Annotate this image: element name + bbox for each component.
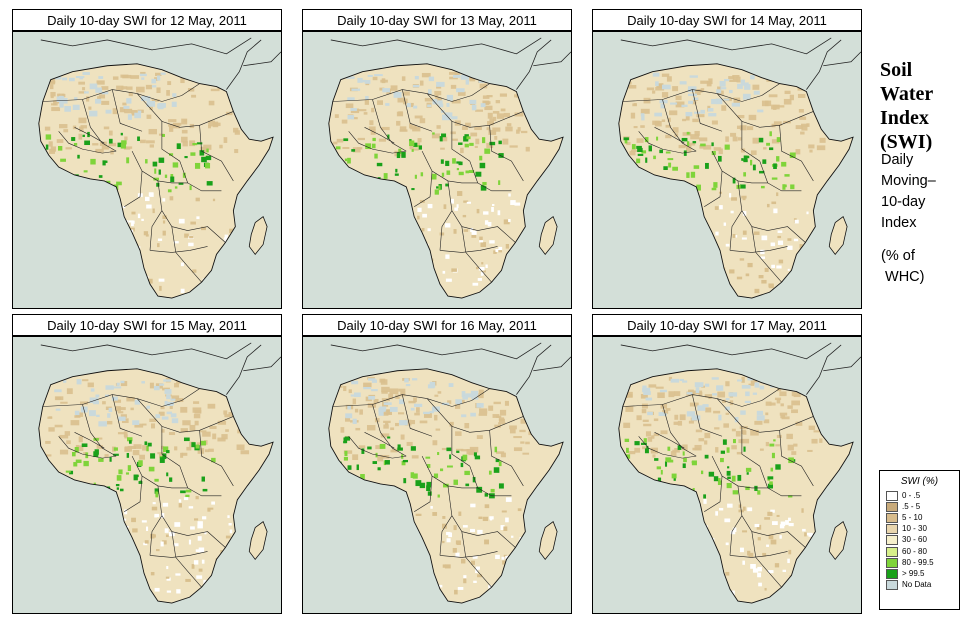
coastline-europe — [620, 37, 861, 90]
coastline-europe — [40, 37, 281, 90]
map-panel-4 — [12, 336, 282, 614]
panel-title-2: Daily 10-day SWI for 13 May, 2011 — [302, 9, 572, 31]
legend-entry: No Data — [886, 580, 959, 591]
map-panel-5 — [302, 336, 572, 614]
africa-map — [13, 32, 281, 308]
map-panel-6 — [592, 336, 862, 614]
africa-coastline — [328, 368, 564, 604]
map-panel-2 — [302, 31, 572, 309]
side-subtitle: Daily Moving– 10-day Index (% of WHC) — [881, 150, 961, 288]
country-borders — [332, 83, 524, 283]
coastline-europe — [330, 37, 571, 90]
madagascar — [538, 521, 558, 561]
legend-entry: 60 - 80 — [886, 546, 959, 557]
country-borders — [622, 83, 814, 283]
panel-title-3: Daily 10-day SWI for 14 May, 2011 — [592, 9, 862, 31]
madagascar — [538, 216, 558, 256]
swi-overlay — [333, 71, 535, 294]
legend-entry: 30 - 60 — [886, 535, 959, 546]
side-title: Soil Water Index (SWI) — [880, 58, 960, 154]
legend-label: .5 - 5 — [902, 501, 921, 511]
map-panel-1 — [12, 31, 282, 309]
africa-coastline — [618, 368, 854, 604]
legend-label: 80 - 99.5 — [902, 557, 934, 567]
side-subtitle-line1: Daily — [881, 152, 914, 168]
legend-swatch — [886, 568, 898, 579]
legend-swatch — [886, 557, 898, 568]
legend-swatch — [886, 524, 898, 535]
legend-label: 5 - 10 — [902, 512, 923, 522]
africa-map — [593, 32, 861, 308]
madagascar — [828, 216, 848, 256]
legend-title: SWI (%) — [900, 476, 939, 487]
legend-label: > 99.5 — [902, 568, 925, 578]
madagascar — [248, 521, 268, 561]
legend-label: No Data — [902, 580, 932, 590]
side-title-line1: Soil — [880, 59, 913, 81]
legend-entry: 80 - 99.5 — [886, 557, 959, 568]
legend-entry: 5 - 10 — [886, 512, 959, 523]
country-borders — [332, 388, 524, 588]
africa-map — [593, 337, 861, 613]
coastline-europe — [330, 342, 571, 395]
legend-swatch — [886, 512, 898, 523]
side-title-line2: Water — [880, 83, 934, 105]
legend-entry: .5 - 5 — [886, 501, 959, 512]
legend-swatch — [886, 535, 898, 546]
panel-title-6: Daily 10-day SWI for 17 May, 2011 — [592, 314, 862, 336]
side-subtitle-line2: Moving– — [881, 173, 936, 189]
africa-map — [303, 337, 571, 613]
legend-label: 30 - 60 — [902, 535, 927, 545]
map-panel-3 — [592, 31, 862, 309]
legend-entry: 0 - .5 — [886, 490, 959, 501]
country-borders — [42, 388, 234, 588]
legend-label: 10 - 30 — [902, 524, 927, 534]
panel-title-5: Daily 10-day SWI for 16 May, 2011 — [302, 314, 572, 336]
panel-title-4: Daily 10-day SWI for 15 May, 2011 — [12, 314, 282, 336]
side-title-line4: (SWI) — [880, 131, 933, 153]
africa-coastline — [618, 63, 854, 299]
africa-coastline — [328, 63, 564, 299]
madagascar — [248, 216, 268, 256]
africa-land — [328, 63, 564, 299]
africa-coastline — [38, 63, 274, 299]
panel-title-1: Daily 10-day SWI for 12 May, 2011 — [12, 9, 282, 31]
africa-coastline — [38, 368, 274, 604]
africa-map — [13, 337, 281, 613]
country-borders — [622, 388, 814, 588]
side-subtitle-line4: Index — [881, 215, 917, 231]
side-subtitle-line3: 10-day — [881, 194, 926, 210]
africa-map — [303, 32, 571, 308]
legend-entry: > 99.5 — [886, 568, 959, 579]
country-borders — [42, 83, 234, 283]
legend-swatch — [886, 580, 898, 591]
side-subtitle-line6: WHC) — [881, 269, 925, 285]
madagascar — [828, 521, 848, 561]
coastline-europe — [620, 342, 861, 395]
africa-land — [618, 368, 854, 604]
side-title-line3: Index — [880, 107, 929, 129]
legend-swatch — [886, 546, 898, 557]
legend-label: 60 - 80 — [902, 546, 927, 556]
legend-swatch — [886, 501, 898, 512]
side-subtitle-line5: (% of — [881, 248, 915, 264]
coastline-europe — [40, 342, 281, 395]
legend-swatch — [886, 490, 898, 501]
legend-label: 0 - .5 — [902, 490, 921, 500]
legend-entry: 10 - 30 — [886, 524, 959, 535]
